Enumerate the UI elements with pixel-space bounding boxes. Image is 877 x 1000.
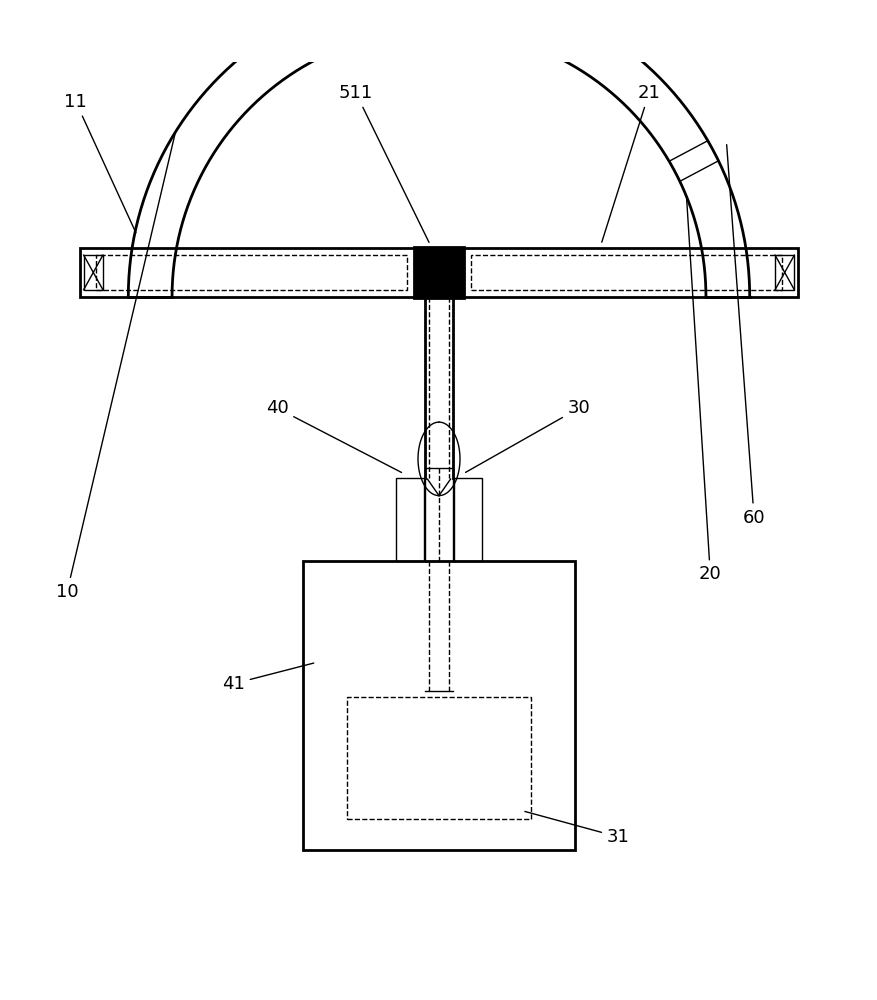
Bar [346, 697, 531, 819]
Text: 11: 11 [64, 93, 136, 233]
Text: 10: 10 [55, 135, 175, 601]
Bar [96, 255, 406, 290]
Text: 31: 31 [524, 811, 629, 846]
Text: 20: 20 [686, 199, 721, 583]
Bar [80, 248, 797, 297]
Text: 30: 30 [465, 399, 589, 472]
Bar [303, 561, 574, 850]
Bar [396, 478, 423, 561]
Text: 21: 21 [601, 84, 660, 242]
Text: 60: 60 [726, 145, 765, 527]
Bar [471, 255, 781, 290]
Bar [424, 468, 453, 561]
Text: 511: 511 [339, 84, 429, 242]
Text: 41: 41 [222, 663, 313, 693]
Bar [774, 255, 794, 290]
Bar [413, 247, 464, 298]
Text: 40: 40 [266, 399, 401, 472]
Bar [454, 478, 481, 561]
Bar [83, 255, 103, 290]
